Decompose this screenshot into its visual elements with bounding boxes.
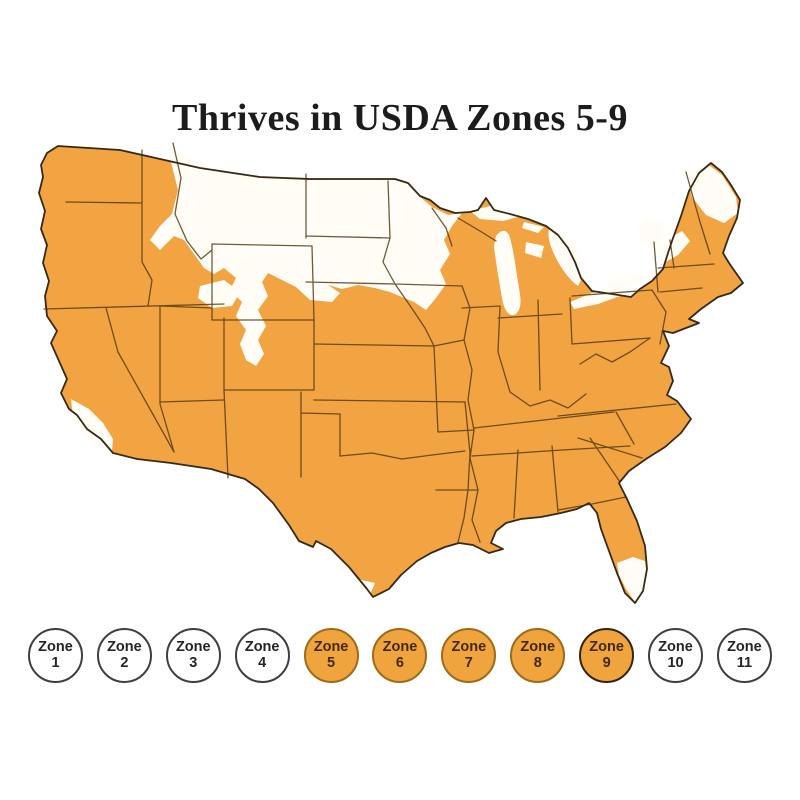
zone-number: 11 [736, 654, 753, 671]
zone-label: Zone [520, 638, 556, 655]
lake-michigan [494, 230, 521, 316]
zone-number: 3 [189, 654, 198, 671]
zone-label: Zone [589, 638, 624, 655]
zone-8-badge: Zone 8 [510, 628, 566, 683]
zone-label: Zone [451, 638, 487, 655]
zone-2-badge: Zone 2 [96, 628, 152, 683]
zone-number: 7 [464, 654, 473, 671]
northern-newengland-patch [656, 231, 690, 263]
zone-legend: Zone 1 Zone 2 Zone 3 Zone 4 Zone 5 Zone … [28, 628, 772, 683]
lake-huron [548, 228, 583, 286]
socal-coast-patch [71, 399, 113, 451]
zone-number: 9 [602, 654, 611, 671]
zone-label: Zone [175, 638, 211, 655]
zone-label: Zone [107, 638, 142, 655]
zone-label: Zone [382, 638, 418, 655]
zone-number: 4 [258, 654, 267, 671]
zone-5-badge: Zone 5 [303, 628, 359, 683]
zone-4-badge: Zone 4 [234, 628, 290, 683]
adirondack-patch [638, 217, 664, 247]
zone-number: 8 [533, 654, 542, 671]
zone-label: Zone [727, 638, 762, 655]
zone-number: 1 [51, 654, 60, 671]
cold-zone-overlays [71, 145, 738, 602]
zone-10-badge: Zone 10 [648, 628, 704, 683]
lake-ontario [607, 273, 649, 291]
zone-3-badge: Zone 3 [165, 628, 221, 683]
zone-number: 6 [395, 654, 404, 671]
zone-1-badge: Zone 1 [28, 628, 83, 683]
zone-number: 10 [667, 654, 684, 671]
great-lakes [494, 228, 649, 316]
zone-label: Zone [313, 638, 349, 655]
zone-9-badge: Zone 9 [579, 628, 635, 683]
northern-maine-patch [686, 165, 738, 223]
zone-6-badge: Zone 6 [372, 628, 428, 683]
zone-number: 2 [120, 654, 129, 671]
upper-michigan-patch-2 [522, 222, 544, 233]
page-title: Thrives in USDA Zones 5-9 [172, 97, 628, 139]
state-borders [43, 142, 715, 543]
zone-11-badge: Zone 11 [716, 628, 772, 683]
northern-cold-region [150, 145, 462, 366]
michigan-thumb-patch [525, 242, 544, 258]
uinta-patch [198, 280, 240, 308]
zone-label: Zone [244, 638, 280, 655]
zone-7-badge: Zone 7 [441, 628, 497, 683]
zone-label: Zone [658, 638, 693, 655]
usa-outline [38, 145, 744, 604]
upper-michigan-patch [470, 206, 518, 221]
south-florida-patch [617, 557, 647, 602]
zone-number: 5 [327, 654, 336, 671]
zone-label: Zone [38, 638, 73, 655]
